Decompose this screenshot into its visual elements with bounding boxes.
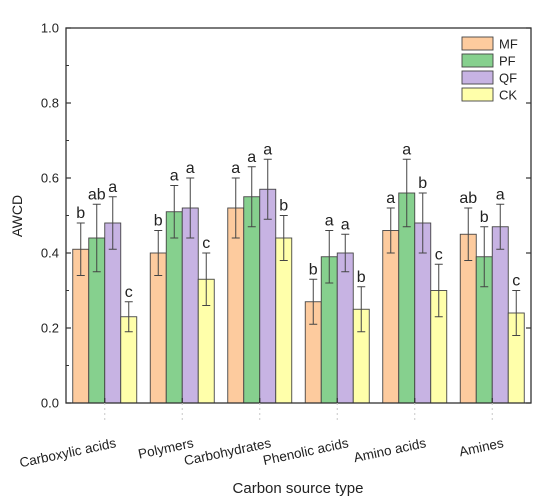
- legend-swatch-qf: [461, 70, 494, 85]
- bar-qf: [336, 252, 354, 404]
- significance-letter: a: [186, 160, 195, 177]
- y-tick-label: 1.0: [41, 21, 59, 36]
- bar-qf: [259, 188, 277, 404]
- significance-letter: b: [76, 205, 85, 222]
- y-tick-label: 0.2: [41, 321, 59, 336]
- significance-letter: a: [325, 213, 334, 230]
- x-axis: Carboxylic acids PolymersCarbohydratesPhe…: [18, 398, 505, 470]
- y-axis: 0.0 0.2 0.4 0.6 0.8 1.0: [41, 21, 531, 411]
- bar-mf: [382, 230, 400, 404]
- legend-swatch-mf: [461, 36, 494, 51]
- x-tick-label: Carboxylic acids: [18, 435, 117, 470]
- bar-pf: [165, 211, 183, 404]
- x-tick-label: Phenolic acids: [262, 435, 351, 468]
- significance-letter: ab: [459, 190, 477, 207]
- significance-letter: b: [480, 209, 489, 226]
- significance-letter: a: [386, 190, 395, 207]
- significance-letter: b: [309, 261, 318, 278]
- significance-letter: b: [279, 198, 288, 215]
- significance-letter: a: [263, 141, 272, 158]
- significance-letter: a: [496, 186, 505, 203]
- y-tick-label: 0.0: [41, 396, 59, 411]
- y-tick-label: 0.6: [41, 171, 59, 186]
- significance-letter: c: [512, 273, 520, 290]
- error-bars-layer: [76, 158, 521, 336]
- legend-label: MF: [499, 37, 518, 52]
- y-tick-label: 0.4: [41, 246, 59, 261]
- x-tick-label: Amino acids: [352, 435, 427, 465]
- significance-letter: ab: [88, 186, 106, 203]
- significance-letter: a: [108, 179, 117, 196]
- significance-letter: a: [402, 141, 411, 158]
- bars-layer: [72, 188, 525, 404]
- bar-pf: [243, 196, 261, 404]
- legend-swatch-ck: [461, 87, 494, 102]
- legend-swatch-pf: [461, 53, 494, 68]
- y-tick-label: 0.8: [41, 96, 59, 111]
- legend: MF PF QF CK: [461, 36, 518, 103]
- significance-letter: b: [418, 175, 427, 192]
- x-axis-label: Carbon source type: [233, 480, 364, 497]
- legend-label: PF: [499, 54, 516, 69]
- legend-label: QF: [499, 71, 517, 86]
- significance-letter: c: [202, 235, 210, 252]
- significance-letter: b: [357, 269, 366, 286]
- significance-letter: c: [125, 284, 133, 301]
- significance-letter: c: [435, 246, 443, 263]
- significance-letter: b: [154, 213, 163, 230]
- y-axis-label: AWCD: [9, 195, 25, 237]
- significance-letter: a: [170, 168, 179, 185]
- legend-label: CK: [499, 88, 517, 103]
- x-tick-label: Amines: [458, 435, 505, 459]
- bar-qf: [491, 226, 509, 404]
- significance-letter: a: [231, 160, 240, 177]
- x-tick-label: Carbohydrates: [183, 435, 273, 468]
- significance-letter: a: [341, 216, 350, 233]
- significance-letter: a: [247, 149, 256, 166]
- bar-ck: [275, 237, 293, 404]
- bar-qf: [104, 222, 122, 404]
